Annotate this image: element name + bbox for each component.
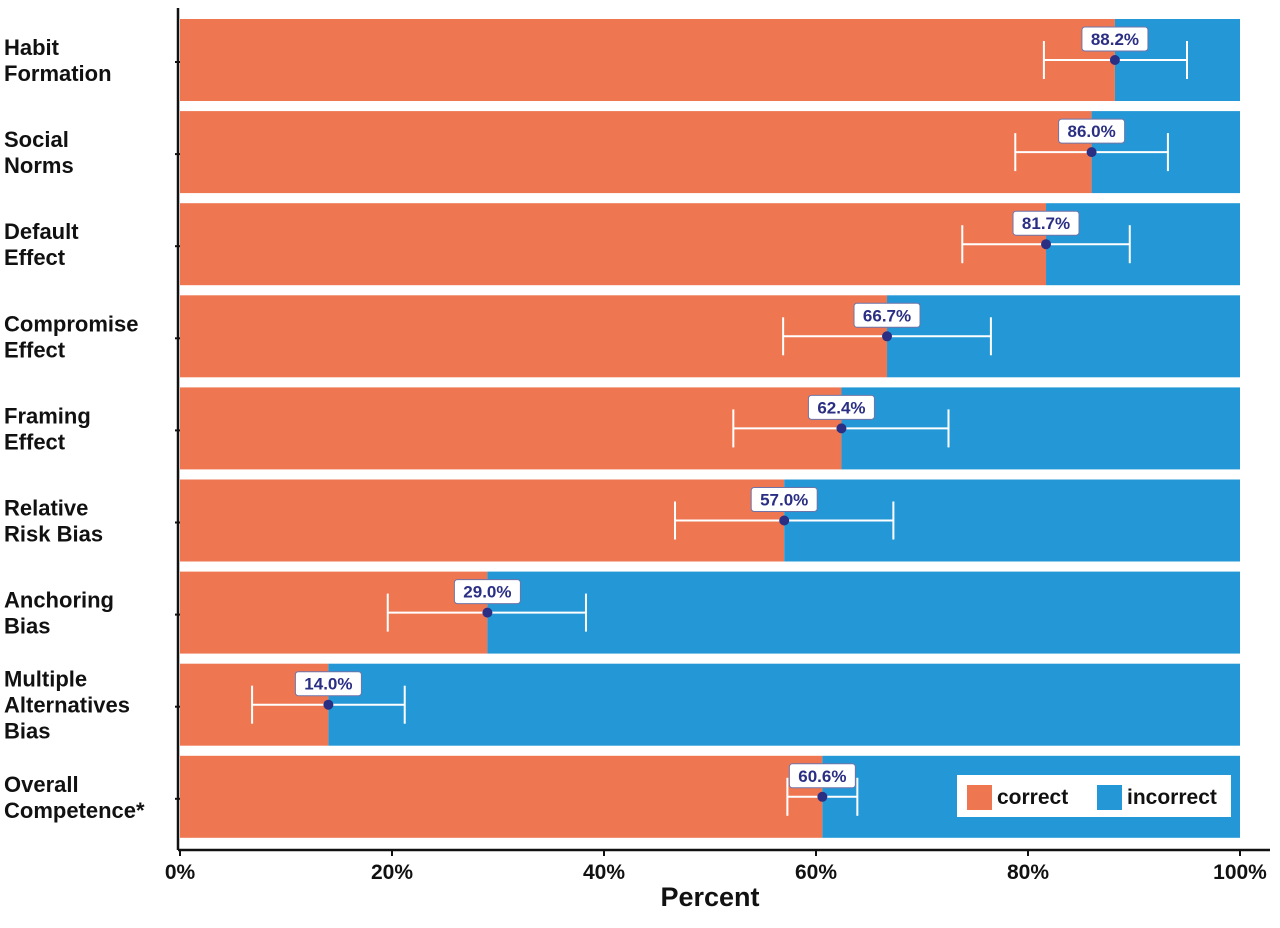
bar-incorrect [487, 571, 1240, 654]
data-point [1041, 239, 1052, 250]
value-label: 29.0% [463, 583, 511, 602]
value-label: 66.7% [863, 306, 911, 325]
category-label: Effect [4, 337, 66, 362]
category-label: Norms [4, 153, 74, 178]
value-label: 14.0% [304, 675, 352, 694]
value-label: 88.2% [1091, 30, 1139, 49]
value-label-box [1081, 26, 1149, 52]
category-label: Formation [4, 61, 112, 86]
value-label: 62.4% [817, 398, 865, 417]
category-label: Anchoring [4, 588, 114, 613]
category-label: Habit [4, 35, 60, 60]
category-label: Alternatives [4, 693, 130, 718]
category-label: Framing [4, 403, 91, 428]
bar-correct [180, 19, 1115, 101]
value-label: 60.6% [798, 767, 846, 786]
bar-correct [180, 111, 1092, 194]
category-label: Competence* [4, 798, 145, 823]
x-tick-label: 60% [795, 861, 837, 884]
category-label: Effect [4, 429, 66, 454]
value-label-box [788, 763, 856, 789]
legend-label-correct: correct [997, 786, 1068, 809]
legend-label-incorrect: incorrect [1127, 786, 1217, 809]
value-label-box [294, 671, 362, 697]
bar-incorrect [328, 663, 1240, 746]
data-point [323, 699, 334, 710]
category-label: Default [4, 219, 79, 244]
data-point [1109, 55, 1120, 65]
x-axis-title: Percent [660, 882, 759, 912]
value-label-box [1058, 118, 1126, 144]
category-label: Risk Bias [4, 522, 103, 547]
data-point [482, 607, 493, 618]
x-tick-label: 80% [1007, 861, 1049, 884]
value-label-box [750, 487, 818, 512]
bar-correct [180, 387, 842, 470]
value-label-box [807, 394, 875, 420]
legend-box [957, 775, 1231, 817]
category-label: Bias [4, 614, 50, 639]
bar-correct [180, 203, 1047, 286]
value-label-box [853, 302, 921, 328]
bar-correct [180, 295, 888, 378]
data-point [817, 791, 828, 802]
value-label: 86.0% [1067, 122, 1115, 141]
value-label-box [453, 579, 521, 605]
data-point [1086, 147, 1097, 158]
value-label: 81.7% [1022, 214, 1070, 233]
category-label: Effect [4, 245, 66, 270]
category-label: Multiple [4, 667, 87, 692]
x-tick-label: 0% [165, 861, 196, 884]
category-label: Overall [4, 772, 79, 797]
category-label: Compromise [4, 311, 138, 336]
x-tick-label: 100% [1213, 861, 1267, 884]
data-point [882, 331, 893, 342]
value-label: 57.0% [760, 491, 808, 510]
category-label: Bias [4, 719, 50, 744]
category-label: Social [4, 127, 69, 152]
data-point [836, 423, 847, 434]
data-point [779, 515, 790, 526]
value-label-box [1012, 210, 1080, 236]
legend-swatch-incorrect [1097, 785, 1122, 810]
x-tick-label: 20% [371, 861, 413, 884]
category-label: Relative [4, 496, 88, 521]
x-tick-label: 40% [583, 861, 625, 884]
legend-swatch-correct [967, 785, 992, 810]
bar-correct [180, 755, 823, 838]
